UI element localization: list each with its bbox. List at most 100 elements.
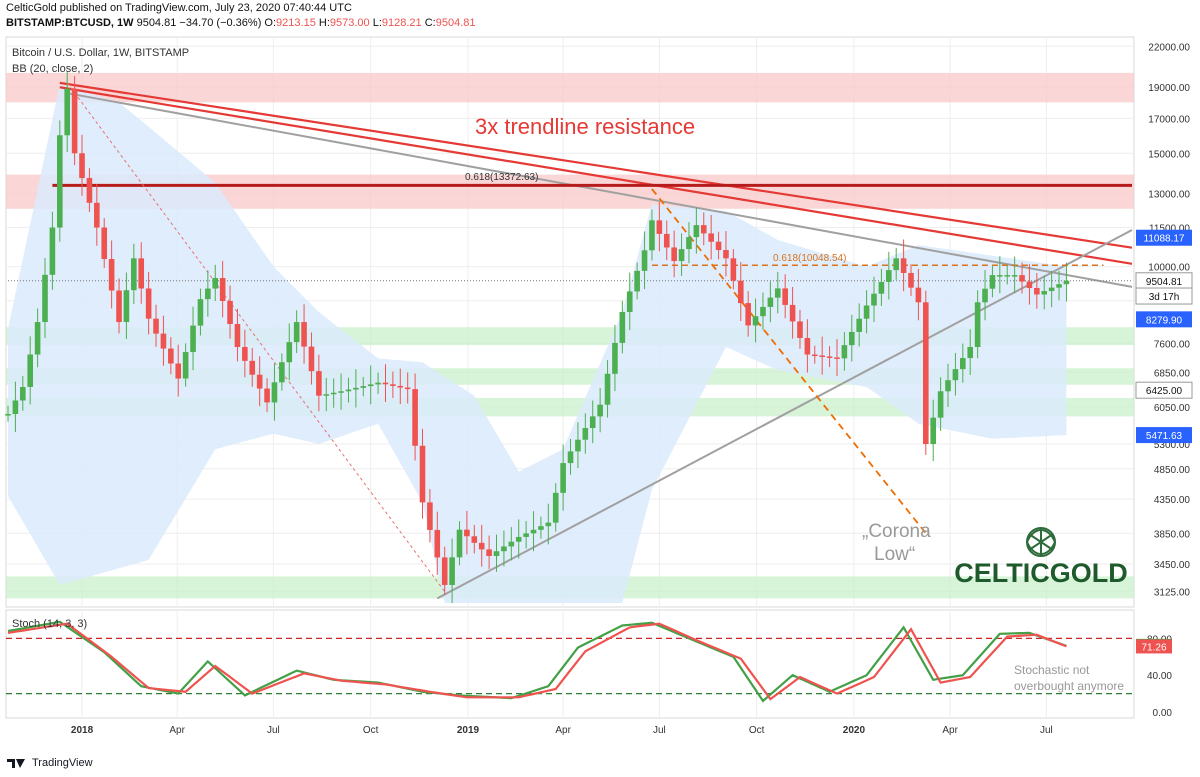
candle-body	[700, 225, 707, 234]
candle-body	[145, 288, 152, 319]
candle-body	[20, 386, 26, 401]
candle-body	[486, 549, 492, 556]
candle-body	[626, 291, 633, 312]
candle-body	[205, 288, 211, 300]
candle-body	[974, 302, 981, 347]
candle-body	[441, 557, 448, 585]
y-tick-label: 17000.00	[1148, 114, 1190, 125]
price-tag-text: 3d 17h	[1149, 292, 1180, 303]
candle-body	[160, 333, 167, 349]
annotations: 3x trendline resistance 0.618(13372.63) …	[465, 114, 1124, 693]
corona-label-line1: „Corona	[862, 521, 931, 542]
candle-body	[760, 306, 766, 317]
candle-body	[308, 346, 315, 372]
x-tick-label: Jul	[653, 725, 666, 736]
bb-indicator-label[interactable]: BB (20, close, 2)	[12, 63, 94, 75]
candle-body	[330, 392, 337, 395]
price-tag-text: 11088.17	[1144, 234, 1185, 245]
candle-body	[382, 382, 389, 385]
candle-body	[49, 227, 56, 275]
candle-body	[123, 290, 130, 323]
candle-body	[471, 536, 478, 543]
price-tag-box	[1136, 427, 1192, 444]
high-label: H:	[318, 17, 330, 29]
candle-body	[449, 557, 455, 585]
candle-body	[1041, 291, 1048, 295]
candle-body	[212, 277, 219, 289]
candle-body	[886, 270, 892, 282]
fib-level-2-label: 0.618(10048.54)	[773, 253, 846, 264]
candle-body	[12, 400, 19, 415]
last-price: 9504.81	[136, 17, 177, 29]
candle-body	[723, 250, 729, 259]
candle-body	[856, 318, 862, 332]
candle-body	[1056, 284, 1062, 288]
y-tick-label: 3450.00	[1154, 560, 1191, 571]
candle-body	[804, 337, 811, 355]
candle-body	[634, 270, 640, 292]
candle-body	[301, 322, 307, 347]
candle-body	[523, 533, 529, 537]
candle-body	[197, 299, 204, 326]
y-tick-label: 4850.00	[1154, 465, 1191, 476]
price-tag-box	[1136, 311, 1192, 328]
candle-body	[390, 384, 396, 386]
price-tag-text: 6425.00	[1146, 386, 1183, 397]
candle-body	[782, 288, 788, 305]
candle-body	[826, 356, 833, 358]
resistance-zone	[6, 72, 1134, 103]
candle-body	[819, 355, 825, 357]
candle-body	[338, 391, 344, 393]
candle-body	[271, 382, 278, 403]
candle-body	[27, 354, 34, 387]
candle-body	[797, 321, 803, 338]
candle-body	[131, 258, 137, 291]
candle-body	[538, 526, 544, 530]
candle-body	[530, 529, 537, 534]
stoch-pane-frame	[5, 609, 1135, 719]
y-tick-label: 10000.00	[1148, 263, 1190, 274]
x-tick-label: Jul	[1040, 725, 1053, 736]
candle-body	[967, 346, 974, 359]
candle-body	[42, 274, 48, 323]
candle-body	[168, 348, 174, 364]
candle-body	[501, 546, 507, 552]
candle-body	[397, 385, 404, 388]
y-tick-label: 19000.00	[1148, 83, 1190, 94]
candle-body	[1063, 280, 1070, 285]
candle-body	[597, 404, 603, 417]
candle-body	[960, 358, 966, 370]
candle-body	[1019, 275, 1025, 282]
candle-body	[367, 384, 374, 387]
stoch-note-line1: Stochastic not	[1014, 663, 1090, 677]
time-axis: 2018 Apr Jul Oct 2019 Apr Jul Oct 2020 Apr Jul	[71, 725, 1053, 736]
stoch-indicator-label[interactable]: Stoch (14, 3, 3)	[12, 618, 88, 630]
stoch-tick-label: 0.00	[1153, 708, 1173, 719]
candle-body	[190, 325, 196, 353]
candle-body	[1048, 287, 1055, 292]
trend-annotation: 3x trendline resistance	[475, 114, 695, 139]
y-tick-label: 3850.00	[1154, 529, 1191, 540]
candle-body	[108, 259, 115, 291]
footer[interactable]: TradingView	[6, 757, 93, 769]
publish-info: CelticGold published on TradingView.com,…	[6, 2, 352, 14]
candle-body	[619, 311, 626, 343]
candle-body	[708, 233, 714, 242]
candle-body	[552, 492, 559, 523]
candles	[5, 71, 1070, 604]
close-value: 9504.81	[435, 17, 476, 29]
candle-body	[79, 153, 85, 179]
candle-body	[279, 362, 285, 383]
candle-body	[175, 363, 182, 379]
candle-body	[1034, 288, 1040, 295]
candle-body	[575, 439, 581, 452]
price-change: −34.70 (−0.36%)	[179, 17, 262, 29]
candle-body	[567, 451, 574, 464]
candle-body	[264, 388, 270, 403]
candle-body	[893, 258, 900, 271]
candle-body	[671, 247, 677, 262]
y-tick-label: 6050.00	[1154, 403, 1191, 414]
candle-body	[737, 280, 744, 304]
stochastic	[6, 620, 1134, 703]
